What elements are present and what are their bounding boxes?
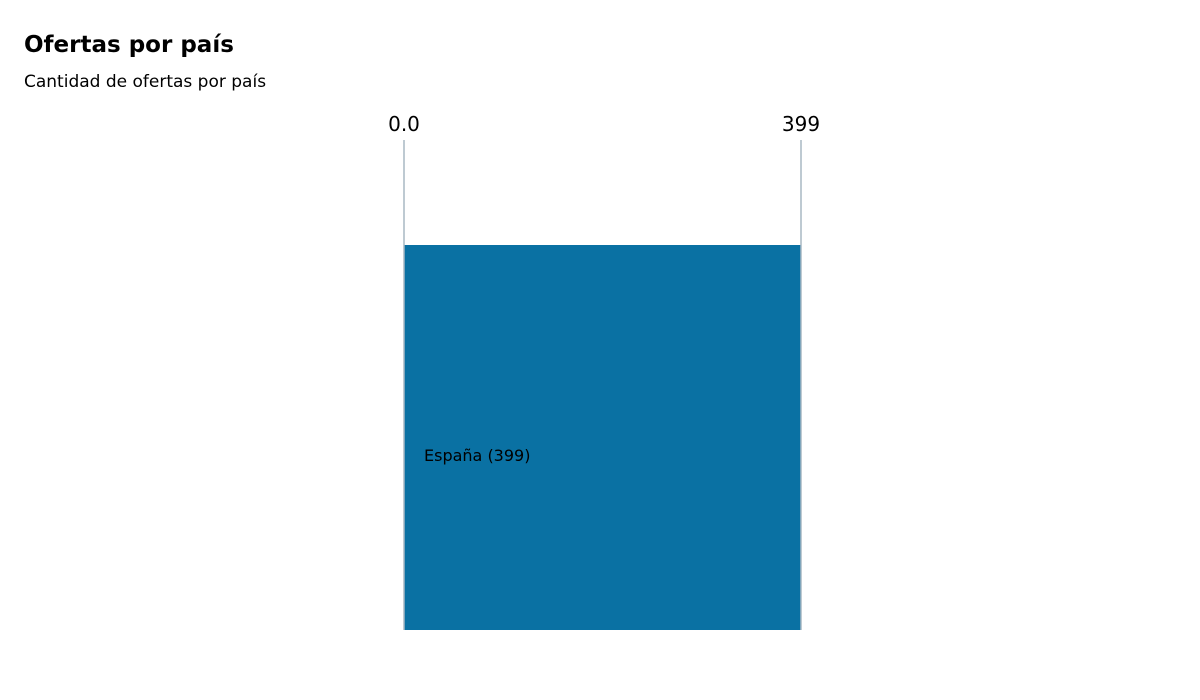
bar-label: España (399)	[424, 446, 530, 465]
bar	[404, 245, 801, 630]
x-tick-label: 0.0	[388, 112, 420, 136]
chart-title: Ofertas por país	[24, 32, 234, 58]
x-tick-label: 399	[782, 112, 820, 136]
chart-subtitle: Cantidad de ofertas por país	[24, 72, 267, 92]
